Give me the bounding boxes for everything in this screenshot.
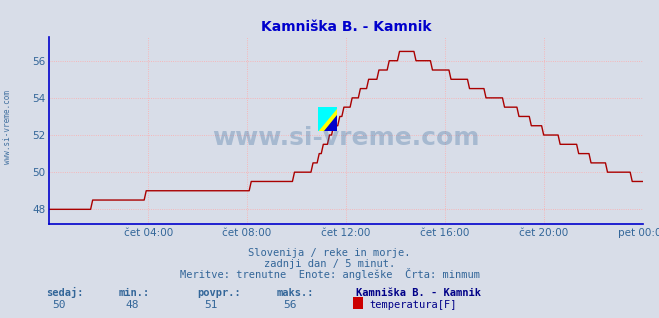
Text: temperatura[F]: temperatura[F] <box>369 300 457 310</box>
Title: Kamniška B. - Kamnik: Kamniška B. - Kamnik <box>261 20 431 34</box>
Text: 48: 48 <box>125 300 138 310</box>
Text: zadnji dan / 5 minut.: zadnji dan / 5 minut. <box>264 259 395 269</box>
Text: Meritve: trenutne  Enote: angleške  Črta: minmum: Meritve: trenutne Enote: angleške Črta: … <box>179 268 480 280</box>
Polygon shape <box>318 107 337 131</box>
Text: povpr.:: povpr.: <box>198 288 241 298</box>
Text: maks.:: maks.: <box>277 288 314 298</box>
Text: sedaj:: sedaj: <box>46 287 84 298</box>
Text: Kamniška B. - Kamnik: Kamniška B. - Kamnik <box>356 288 481 298</box>
Polygon shape <box>318 107 337 131</box>
Text: 56: 56 <box>283 300 297 310</box>
Text: 51: 51 <box>204 300 217 310</box>
Text: www.si-vreme.com: www.si-vreme.com <box>212 126 480 150</box>
Text: Slovenija / reke in morje.: Slovenija / reke in morje. <box>248 248 411 258</box>
Text: min.:: min.: <box>119 288 150 298</box>
Polygon shape <box>324 114 337 131</box>
Text: www.si-vreme.com: www.si-vreme.com <box>3 90 13 164</box>
Text: 50: 50 <box>53 300 66 310</box>
